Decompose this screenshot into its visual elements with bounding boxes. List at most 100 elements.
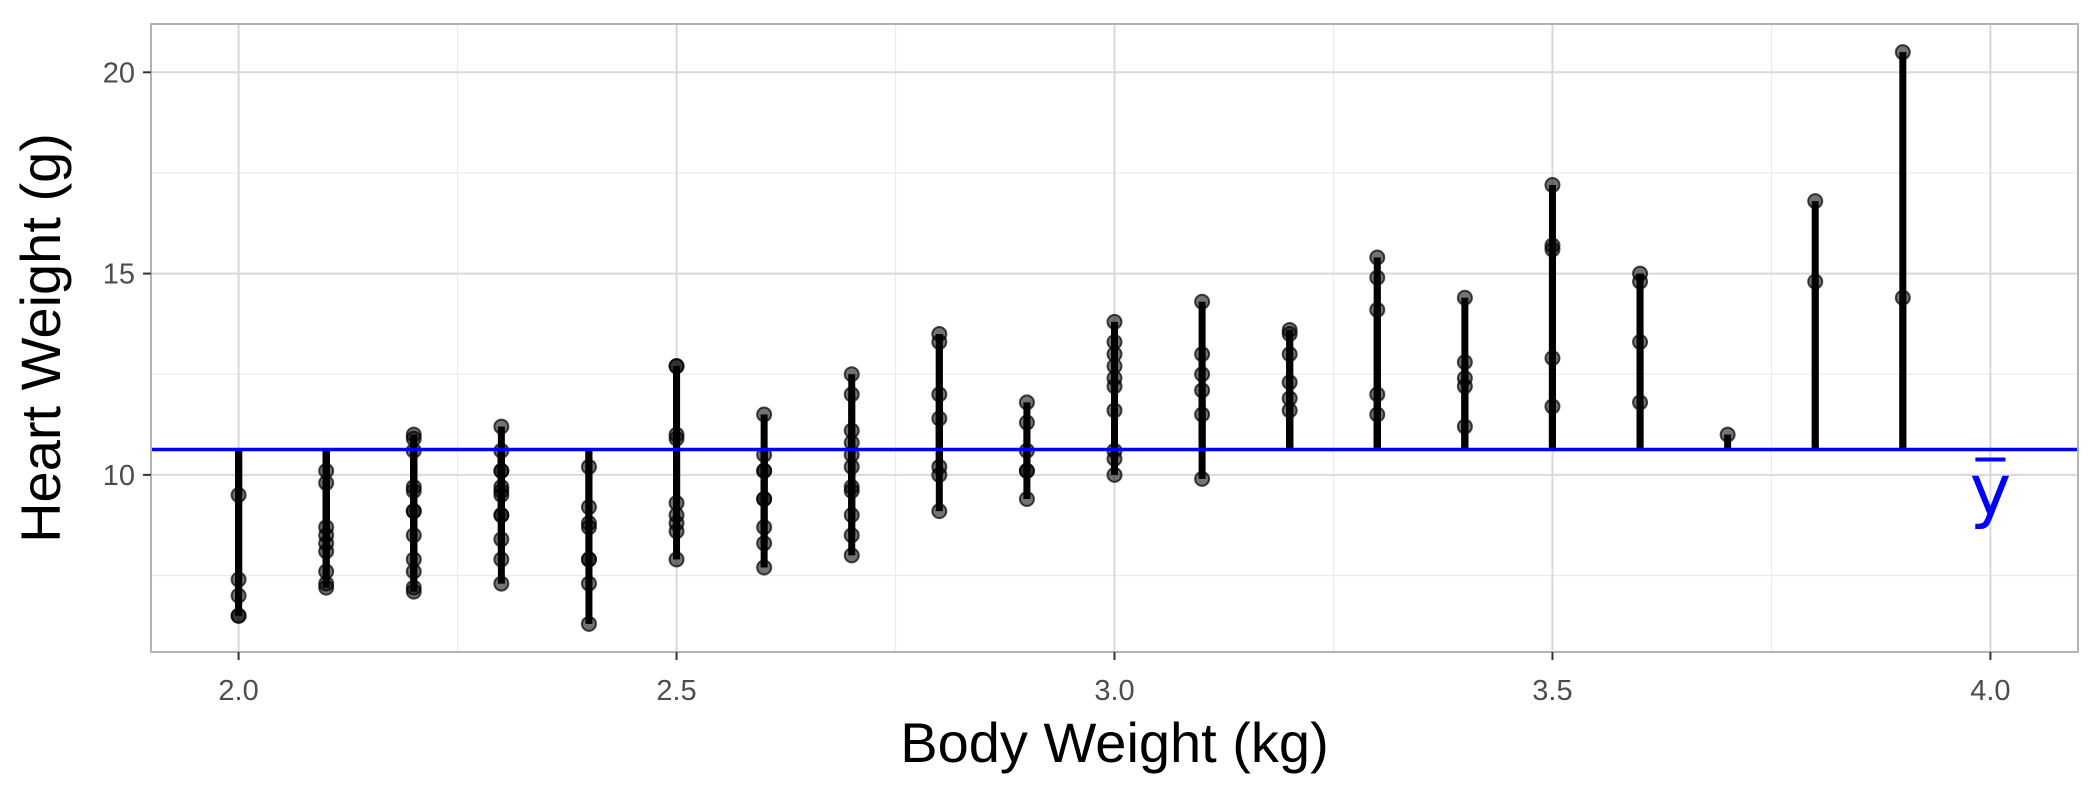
data-point <box>668 495 685 512</box>
data-point <box>1281 374 1298 391</box>
data-point <box>1456 370 1473 387</box>
data-point <box>318 563 335 580</box>
data-point <box>493 418 510 435</box>
data-point <box>405 551 422 568</box>
data-point <box>230 487 247 503</box>
data-point <box>580 515 597 532</box>
x-axis-title: Body Weight (kg) <box>900 711 1328 774</box>
data-point <box>756 406 773 423</box>
data-point <box>1632 394 1649 411</box>
data-point <box>1194 470 1211 487</box>
data-point <box>1456 354 1473 371</box>
data-point <box>318 519 335 536</box>
data-point <box>230 607 247 624</box>
data-point <box>1894 289 1911 306</box>
data-point <box>405 527 422 544</box>
data-point <box>1194 366 1211 383</box>
x-tick-label: 4.0 <box>1970 675 2010 707</box>
y-tick-label: 15 <box>103 259 135 291</box>
data-point <box>931 503 948 520</box>
data-point <box>1194 382 1211 399</box>
data-point <box>756 519 773 536</box>
data-point <box>580 615 597 632</box>
y-axis-title: Heart Weight (g) <box>9 133 72 543</box>
x-tick-label: 3.0 <box>1094 675 1134 707</box>
y-tick-label: 20 <box>103 57 135 89</box>
data-point <box>580 575 597 592</box>
data-point <box>230 587 247 604</box>
data-point <box>931 410 948 427</box>
data-point <box>843 386 860 403</box>
mean-label: y <box>1970 450 2011 532</box>
data-point <box>931 458 948 475</box>
data-point <box>843 422 860 439</box>
data-point <box>1194 406 1211 423</box>
data-point <box>1369 386 1386 403</box>
data-point <box>756 535 773 552</box>
data-point <box>1544 398 1561 415</box>
data-point <box>580 551 597 568</box>
data-point <box>1106 402 1123 419</box>
data-point <box>843 547 860 564</box>
data-point <box>1018 462 1035 479</box>
data-point <box>1106 466 1123 483</box>
data-point <box>1456 289 1473 306</box>
data-point <box>1281 321 1298 338</box>
data-point <box>580 499 597 516</box>
data-point <box>493 575 510 592</box>
x-tick-label: 2.0 <box>218 675 258 707</box>
data-point <box>493 478 510 495</box>
data-point <box>493 462 510 479</box>
data-point <box>405 478 422 495</box>
data-point <box>405 503 422 520</box>
data-point <box>1632 265 1649 282</box>
data-point <box>1544 177 1561 194</box>
data-point <box>756 491 773 508</box>
data-point <box>843 507 860 524</box>
data-point <box>843 527 860 544</box>
data-point <box>1456 418 1473 435</box>
data-point <box>230 571 247 588</box>
data-point <box>1544 237 1561 254</box>
data-point <box>580 458 597 475</box>
data-point <box>1018 491 1035 508</box>
data-point <box>493 507 510 524</box>
data-point <box>1369 406 1386 423</box>
x-tick-label: 3.5 <box>1532 675 1572 707</box>
data-point <box>668 358 685 375</box>
data-point <box>1281 390 1298 407</box>
data-point <box>1194 293 1211 310</box>
data-point <box>1369 269 1386 286</box>
data-point <box>405 579 422 596</box>
data-point <box>1807 273 1824 290</box>
data-point <box>843 366 860 383</box>
data-point <box>843 478 860 495</box>
data-point <box>318 462 335 479</box>
data-point <box>1018 394 1035 411</box>
data-point <box>1369 249 1386 266</box>
data-point <box>931 386 948 403</box>
data-point <box>1719 426 1736 443</box>
data-point <box>1632 334 1649 351</box>
x-tick-label: 2.5 <box>656 675 696 707</box>
data-point <box>668 426 685 443</box>
residual-segments <box>235 52 1907 624</box>
data-point <box>1807 193 1824 210</box>
data-point <box>756 559 773 576</box>
data-point <box>493 531 510 548</box>
y-tick-label: 10 <box>103 460 135 492</box>
mean-line-group: y <box>151 447 2078 532</box>
data-point <box>756 462 773 479</box>
data-point <box>1018 414 1035 431</box>
data-point <box>1194 346 1211 363</box>
data-point <box>668 551 685 568</box>
data-point <box>1894 44 1911 61</box>
data-point <box>405 426 422 443</box>
data-point <box>493 551 510 568</box>
data-points <box>230 44 1911 632</box>
data-point <box>1544 350 1561 367</box>
data-point <box>1106 334 1123 351</box>
data-point <box>931 325 948 342</box>
data-point <box>1106 313 1123 330</box>
